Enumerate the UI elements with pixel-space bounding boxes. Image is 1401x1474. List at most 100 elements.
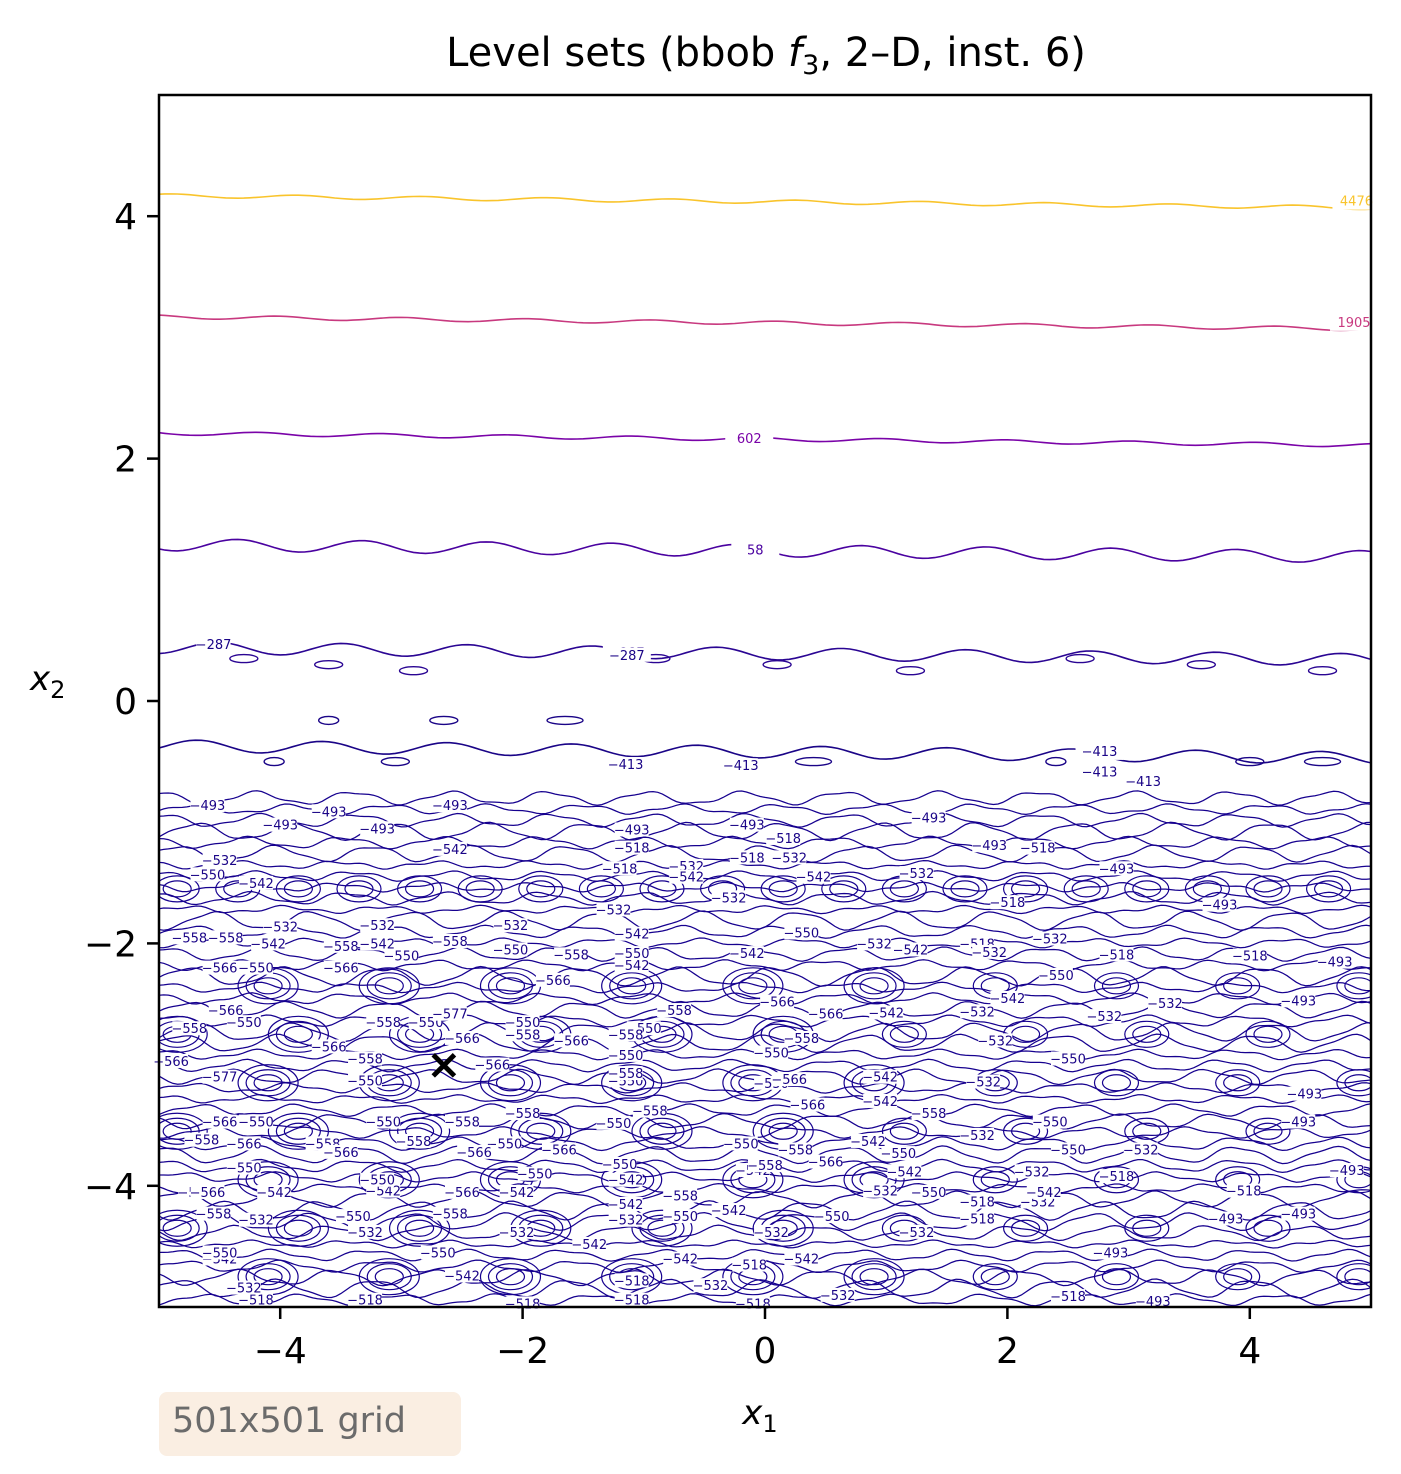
contour-label-bg — [493, 942, 528, 957]
contour-label: −550 — [365, 1116, 401, 1131]
y-axis-label: x2 — [29, 659, 65, 704]
contour-label: −493 — [1099, 862, 1135, 877]
contour-line — [159, 1136, 1371, 1152]
contour-label-bg — [554, 947, 589, 962]
contour-label-bg — [729, 850, 764, 865]
contour-label-bg — [238, 1292, 273, 1307]
level-label: 58 — [747, 544, 764, 559]
contour-label: −542 — [432, 843, 468, 858]
contour-label-bg — [445, 1268, 479, 1283]
contour-basin — [344, 880, 374, 898]
contour-label: −518 — [735, 1297, 771, 1312]
contour-label: −542 — [256, 1186, 292, 1201]
contour-label-bg — [972, 838, 1007, 853]
contour-label: −542 — [499, 1186, 535, 1201]
contour-label: −542 — [729, 947, 765, 962]
contour-basin — [1253, 880, 1283, 898]
contour-label-bg — [1281, 1114, 1316, 1129]
contour-basin — [639, 875, 685, 903]
contour-label: −532 — [226, 1282, 262, 1297]
contour-label: −550 — [723, 1137, 759, 1152]
contour-label: −566 — [323, 962, 359, 977]
contour-label: −493 — [1208, 1213, 1244, 1228]
contour-label: −532 — [711, 891, 747, 906]
contour-label-bg — [1202, 897, 1237, 912]
contour-label-bg — [614, 840, 649, 855]
contour-label-bg — [820, 1287, 855, 1302]
contour-basin — [1132, 1219, 1162, 1237]
contour-basin — [159, 1112, 208, 1150]
contour-label-bg — [608, 757, 643, 772]
contour-label: −542 — [868, 1006, 904, 1021]
contour-basin — [159, 1209, 208, 1247]
x-tick-label: 2 — [996, 1331, 1019, 1372]
contour-line — [159, 904, 1371, 915]
contour-label-bg — [202, 1069, 237, 1084]
contour-label: −566 — [790, 1099, 826, 1114]
contour-label-bg — [602, 861, 637, 876]
contour-basin — [586, 880, 616, 898]
contour-label: −542 — [862, 1095, 898, 1110]
contour-basin — [972, 1166, 1018, 1194]
contour-label-bg — [348, 1292, 383, 1307]
contour-label: −566 — [208, 1004, 244, 1019]
contour-basin — [283, 1122, 313, 1140]
contour-label-bg — [1051, 1051, 1085, 1066]
contour-basin — [972, 1263, 1018, 1291]
contour-label-bg — [572, 1236, 607, 1251]
contour-label: −532 — [771, 851, 807, 866]
contour-label: −542 — [887, 1165, 923, 1180]
contour-label: −532 — [493, 919, 529, 934]
x-tick-label: 4 — [1238, 1331, 1261, 1372]
level-label: −413 — [1082, 745, 1118, 760]
contour-basin — [768, 1122, 798, 1140]
contour-island — [317, 715, 340, 726]
contour-basin — [1124, 875, 1170, 903]
contour-label: −532 — [820, 1289, 856, 1304]
contour-label-bg — [614, 946, 649, 961]
contour-label: −518 — [1050, 1290, 1086, 1305]
contour-label-bg — [226, 1136, 261, 1151]
contour-label: −566 — [456, 1146, 492, 1161]
contour-label-bg — [1038, 967, 1073, 982]
contour-basin — [267, 1112, 329, 1150]
contour-label-bg — [1051, 1142, 1085, 1157]
contour-island — [398, 666, 429, 676]
contour-label-bg — [657, 1003, 692, 1018]
contour-label-bg — [851, 1133, 886, 1148]
contour-label-bg — [790, 1097, 825, 1112]
contour-label-bg — [1093, 1245, 1128, 1260]
contour-label-bg — [754, 1045, 789, 1060]
contour-basin — [1223, 1074, 1253, 1092]
contour-basin — [829, 880, 859, 898]
contour-basin — [1336, 1263, 1371, 1291]
contour-label-bg — [911, 1106, 946, 1121]
contour-label-bg — [608, 1047, 643, 1062]
contour-label-bg — [1087, 1009, 1122, 1024]
contour-label: −532 — [753, 1226, 789, 1241]
contour-label-bg — [614, 1292, 649, 1307]
contour-line — [159, 1103, 1371, 1118]
contour-basin — [843, 967, 905, 1005]
contour-basin — [1124, 1214, 1170, 1242]
contour-label-bg — [608, 1212, 643, 1227]
contour-label: −518 — [238, 1294, 274, 1309]
contour-label: −413 — [1125, 775, 1161, 790]
contour-label: −558 — [632, 1105, 668, 1120]
contour-basin — [647, 1122, 677, 1140]
axis-ticks: −4 −2 0 2 4 −4 −2 0 2 4 — [84, 197, 1261, 1372]
contour-label-bg — [535, 972, 570, 987]
contour-label: −550 — [347, 1074, 383, 1089]
contour-label: −518 — [959, 1213, 995, 1228]
contour-basin — [1192, 880, 1222, 898]
contour-label: −577 — [202, 1071, 238, 1086]
y-tick-label: −2 — [84, 924, 137, 965]
contour-label-bg — [778, 1142, 813, 1157]
contour-basin — [487, 972, 534, 1000]
contour-label: −558 — [747, 1159, 783, 1174]
contour-basin — [1124, 1020, 1170, 1048]
contour-label: −532 — [202, 854, 238, 869]
contour-island — [895, 666, 926, 676]
contour-label-bg — [608, 1027, 643, 1042]
contour-line — [159, 965, 1371, 987]
